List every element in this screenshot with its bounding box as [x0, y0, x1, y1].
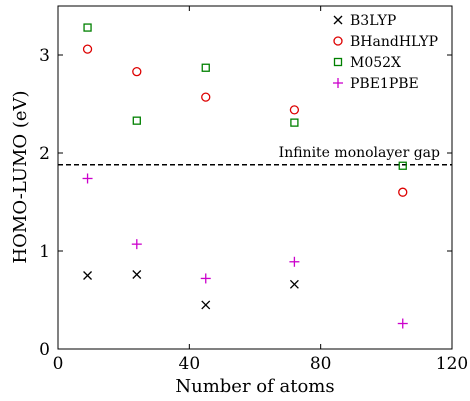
- data-point-b3lyp: [289, 279, 299, 289]
- plot-frame: [57, 5, 453, 350]
- x-tick-label: 0: [53, 354, 64, 374]
- data-point-b3lyp: [132, 270, 142, 279]
- data-point-pbe1pbe: [131, 239, 142, 250]
- legend-marker-bhandhlyp: [333, 36, 343, 46]
- legend-label: BHandHLYP: [350, 34, 438, 50]
- legend-label: PBE1PBE: [350, 76, 419, 92]
- y-tick-label: 3: [39, 46, 50, 66]
- data-point-bhandhlyp: [132, 67, 142, 77]
- data-point-pbe1pbe: [82, 173, 93, 184]
- data-point-bhandhlyp: [82, 44, 93, 54]
- data-point-m052x: [201, 63, 210, 72]
- data-point-b3lyp: [83, 271, 93, 280]
- y-tick-label: 2: [39, 144, 50, 164]
- y-axis-label: HOMO-LUMO (eV): [10, 90, 31, 263]
- reference-line-label: Infinite monolayer gap: [279, 145, 440, 161]
- data-point-bhandhlyp: [201, 92, 211, 102]
- data-point-m052x: [398, 161, 407, 170]
- data-point-bhandhlyp: [289, 105, 300, 115]
- x-tick-label: 40: [179, 354, 201, 374]
- data-point-pbe1pbe: [397, 318, 408, 329]
- legend: B3LYP BHandHLYP M052X PBE1PBE: [333, 13, 438, 92]
- data-point-m052x: [132, 116, 141, 125]
- legend-marker-b3lyp: [333, 15, 343, 25]
- legend-label: M052X: [350, 55, 401, 71]
- legend-marker-m052x: [333, 57, 343, 67]
- data-point-bhandhlyp: [398, 187, 408, 197]
- data-marks: [82, 23, 408, 329]
- y-tick-label: 1: [39, 242, 50, 262]
- x-tick-label: 80: [310, 354, 332, 374]
- data-point-pbe1pbe: [200, 273, 211, 284]
- data-point-m052x: [83, 23, 92, 32]
- x-axis-label: Number of atoms: [175, 376, 334, 397]
- legend-label: B3LYP: [350, 13, 396, 29]
- y-tick-label: 0: [39, 340, 50, 360]
- data-point-pbe1pbe: [289, 256, 300, 267]
- ticks: 0 40 80 120 0 1 2 3: [39, 6, 468, 374]
- data-point-b3lyp: [201, 300, 211, 310]
- legend-marker-pbe1pbe: [333, 78, 343, 88]
- data-point-m052x: [290, 118, 299, 127]
- x-tick-label: 120: [436, 354, 468, 374]
